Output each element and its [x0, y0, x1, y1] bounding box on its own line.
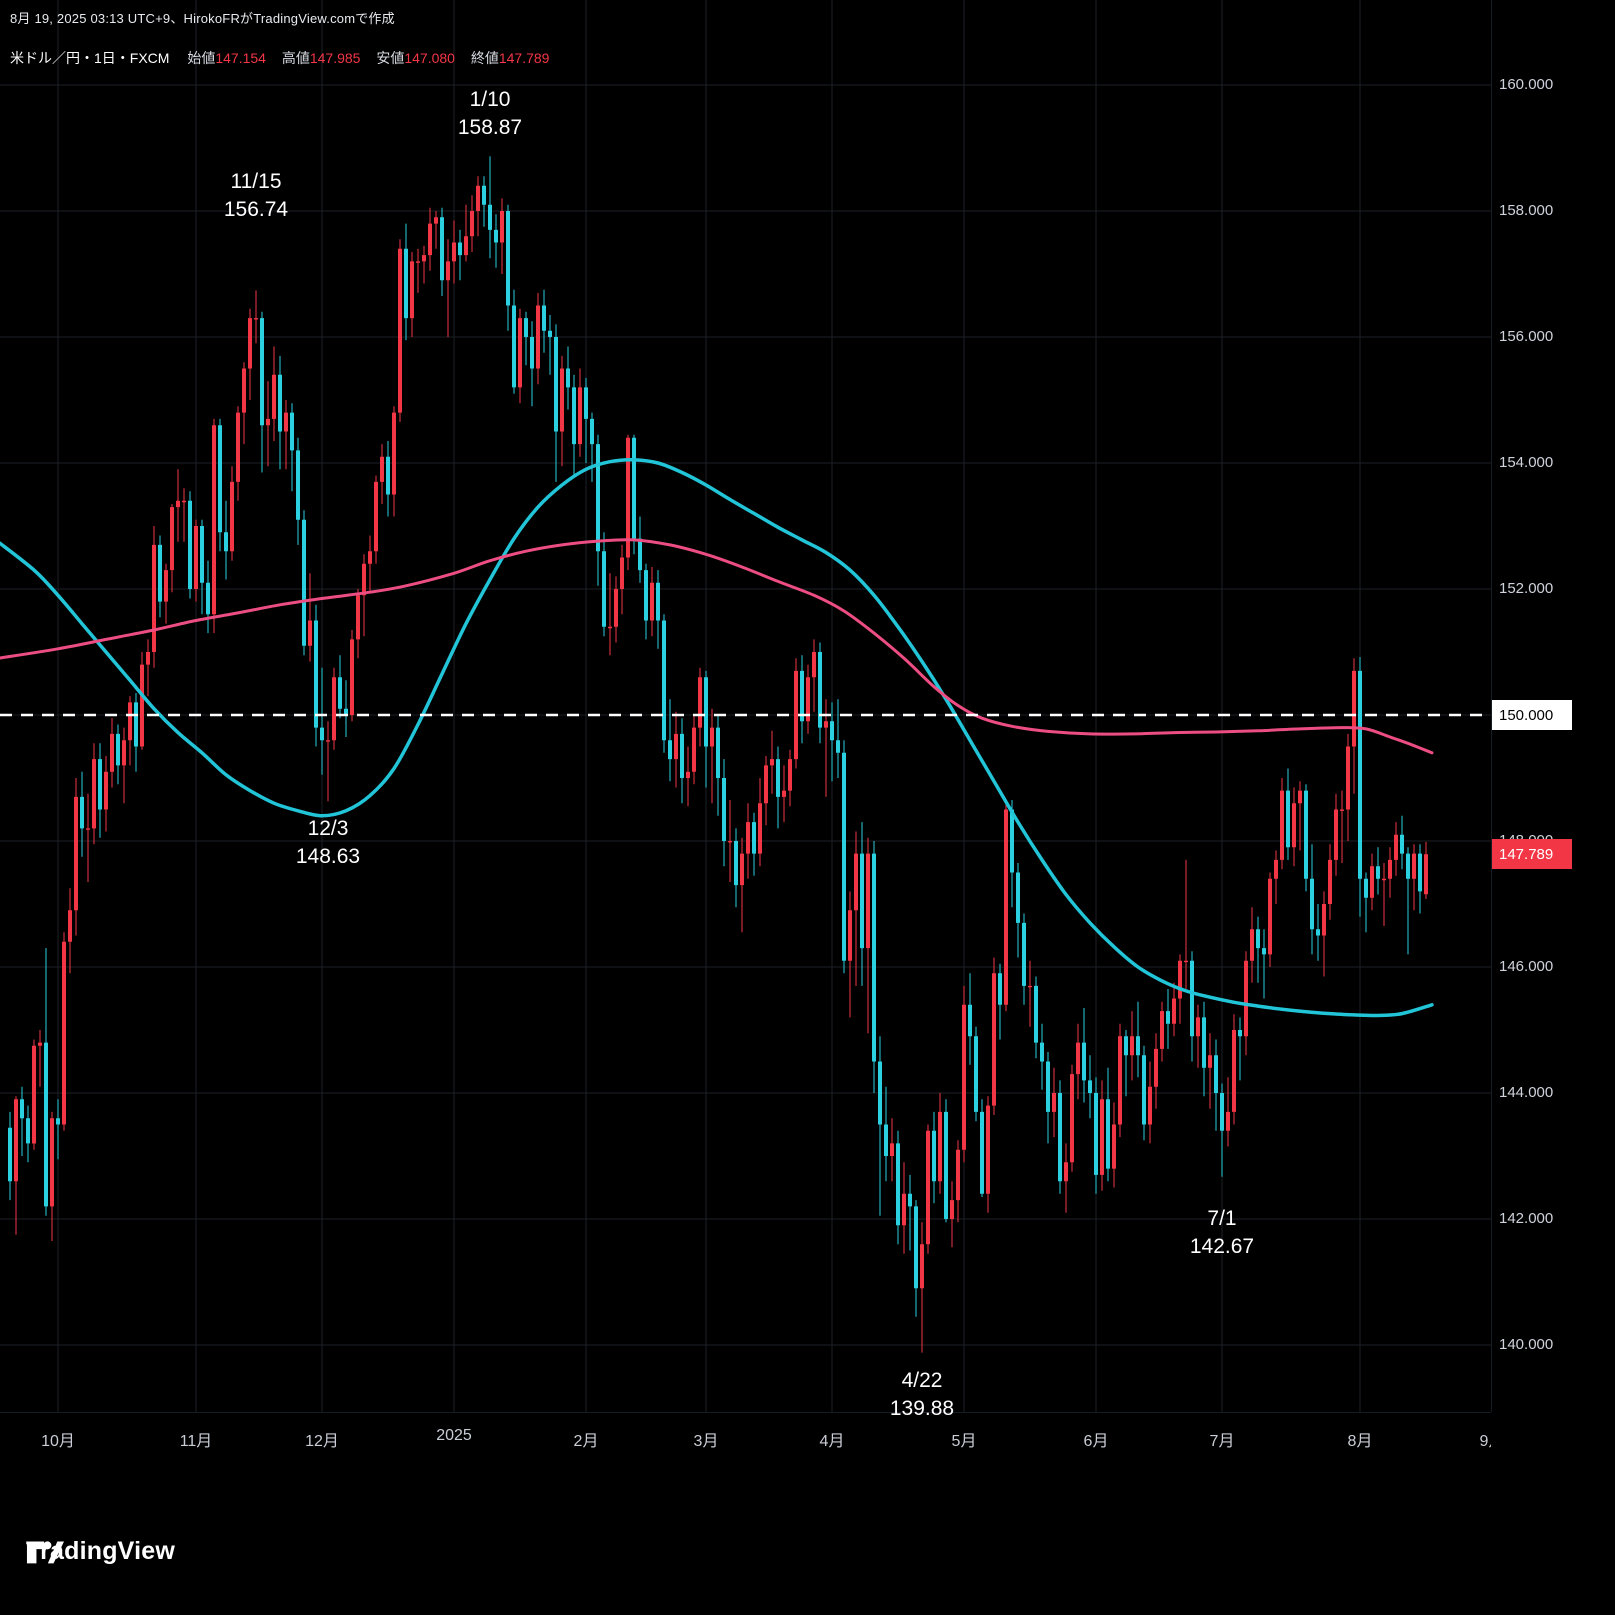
price-axis-label: 154.000 [1499, 454, 1554, 471]
price-axis-label: 140.000 [1499, 1336, 1554, 1353]
swing-annotation[interactable]: 7/1 142.67 [1152, 1205, 1292, 1261]
annotation-date: 11/15 [230, 170, 282, 194]
annotation-price: 142.67 [1189, 1234, 1255, 1258]
time-axis-label: 3月 [693, 1433, 719, 1450]
price-axis-label: 144.000 [1499, 1084, 1554, 1101]
price-axis-label: 160.000 [1499, 76, 1554, 93]
annotation-date: 7/1 [1207, 1206, 1237, 1230]
annotation-date: 1/10 [469, 88, 511, 112]
time-axis-label: 9月 [1479, 1433, 1491, 1450]
annotation-price: 148.63 [295, 845, 361, 869]
price-axis-label: 142.000 [1499, 1210, 1554, 1227]
ma-pink-line[interactable] [0, 538, 1434, 755]
time-axis-label: 2025 [436, 1427, 472, 1444]
annotation-price: 158.87 [457, 116, 523, 140]
time-axis-label: 2月 [573, 1433, 599, 1450]
time-axis-label: 7月 [1209, 1433, 1235, 1450]
last-price-badge: 147.789 [1492, 839, 1572, 870]
price-axis-label: 156.000 [1499, 328, 1554, 345]
time-axis-label: 11月 [179, 1433, 213, 1450]
swing-annotation[interactable]: 12/3 148.63 [258, 815, 398, 871]
time-axis-label: 12月 [305, 1433, 339, 1450]
tradingview-logo-icon [26, 1541, 64, 1564]
time-axis-label: 8月 [1347, 1433, 1373, 1450]
annotation-price: 139.88 [889, 1396, 955, 1420]
candlestick-series[interactable] [8, 156, 1428, 1353]
annotation-date: 12/3 [307, 817, 349, 841]
price-chart-canvas[interactable] [0, 0, 1615, 1490]
time-axis-label: 4月 [819, 1433, 845, 1450]
time-axis-label: 5月 [951, 1433, 977, 1450]
swing-annotation[interactable]: 11/15 156.74 [186, 168, 326, 224]
down-candle-wicks [9, 156, 1421, 1317]
symbol-title[interactable]: 米ドル／円・1日・FXCM [10, 50, 170, 66]
legend-close: 終値147.789 [470, 50, 550, 66]
swing-annotation[interactable]: 4/22 139.88 [852, 1367, 992, 1423]
up-candle-wicks [15, 176, 1427, 1353]
price-scale[interactable]: 160.000 158.000 156.000 154.000 152.000 150.0… [1491, 0, 1615, 1412]
down-candle-bodies [8, 185, 1422, 1289]
annotation-date: 4/22 [901, 1368, 943, 1392]
legend-low: 安値147.080 [376, 50, 455, 66]
ma-cyan-line[interactable] [0, 458, 1434, 1018]
price-axis-label: 152.000 [1499, 580, 1554, 597]
tradingview-logo[interactable]: TradingView [26, 1537, 175, 1566]
annotation-price: 156.74 [223, 198, 289, 222]
hline-price-label[interactable]: 150.000 [1492, 700, 1572, 730]
time-axis-label: 6月 [1083, 1433, 1109, 1450]
time-scale[interactable]: 10月 11月 12月 2025 2月 3月 4月 5月 6月 7月 8月 9月 [0, 1412, 1491, 1471]
ohlc-legend[interactable]: 米ドル／円・1日・FXCM 始値147.154 高値147.985 安値147.… [10, 48, 561, 68]
time-axis-label: 10月 [41, 1433, 75, 1450]
price-axis-label: 146.000 [1499, 958, 1554, 975]
legend-high: 高値147.985 [281, 50, 361, 66]
price-axis-label: 158.000 [1499, 202, 1554, 219]
legend-open: 始値147.154 [187, 50, 266, 66]
chart-created-note: 8月 19, 2025 03:13 UTC+9、HirokoFRがTrading… [10, 11, 395, 26]
swing-annotation[interactable]: 1/10 158.87 [420, 86, 560, 142]
